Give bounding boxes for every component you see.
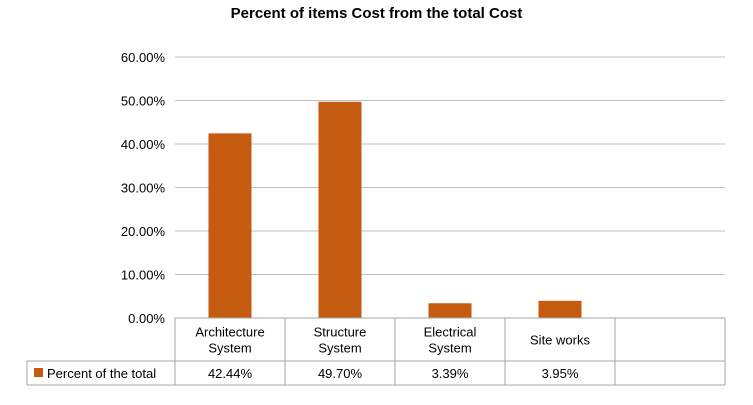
y-tick-label: 40.00% bbox=[121, 137, 166, 152]
data-label: 3.39% bbox=[432, 366, 469, 381]
y-tick-label: 0.00% bbox=[128, 311, 165, 326]
bar bbox=[208, 133, 252, 318]
legend-swatch bbox=[34, 368, 43, 377]
x-tick-label: Structure bbox=[314, 325, 367, 340]
y-tick-label: 50.00% bbox=[121, 94, 166, 109]
chart-title: Percent of items Cost from the total Cos… bbox=[230, 5, 523, 22]
bar bbox=[428, 303, 472, 318]
x-tick-label: System bbox=[428, 341, 471, 356]
y-tick-label: 10.00% bbox=[121, 268, 166, 283]
x-tick-label: Electrical bbox=[424, 325, 477, 340]
data-label: 42.44% bbox=[208, 366, 253, 381]
bar bbox=[318, 101, 362, 319]
x-tick-label: System bbox=[318, 341, 361, 356]
x-tick-label: Site works bbox=[530, 333, 590, 348]
y-tick-label: 60.00% bbox=[121, 50, 166, 65]
x-tick-label: System bbox=[208, 341, 251, 356]
y-tick-label: 20.00% bbox=[121, 224, 166, 239]
x-tick-label: Architecture bbox=[195, 325, 264, 340]
data-label: 49.70% bbox=[318, 366, 363, 381]
bar bbox=[538, 300, 582, 318]
data-label: 3.95% bbox=[542, 366, 579, 381]
legend-label: Percent of the total bbox=[47, 366, 156, 381]
y-tick-label: 30.00% bbox=[121, 181, 166, 196]
